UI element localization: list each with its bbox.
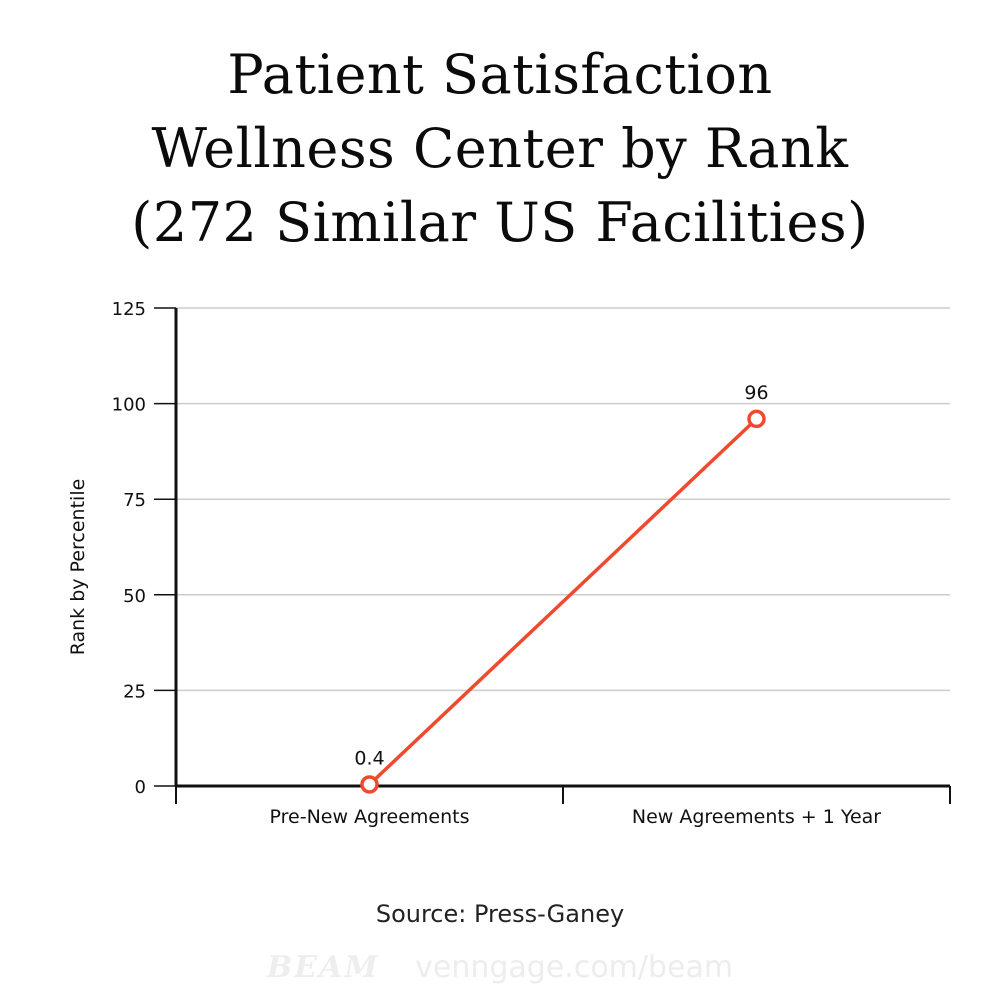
- x-tick-label: New Agreements + 1 Year: [632, 806, 881, 828]
- title-line-2: Wellness Center by Rank: [151, 117, 849, 180]
- brand-logo: BEAM: [266, 950, 380, 985]
- data-point: [747, 409, 766, 429]
- y-tick-label: 50: [123, 586, 146, 607]
- x-axis-ticks: Pre-New Agreements New Agreements + 1 Yea…: [175, 786, 951, 828]
- title-line-3: (272 Similar US Facilities): [131, 191, 869, 254]
- title-line-1: Patient Satisfaction: [227, 43, 773, 106]
- data-points: [360, 409, 766, 794]
- data-label: 96: [744, 382, 768, 404]
- data-point: [360, 775, 379, 794]
- series-line: [368, 417, 758, 786]
- watermark: BEAM venngage.com/beam: [0, 950, 1000, 985]
- y-axis-label: Rank by Percentile: [67, 479, 89, 656]
- data-label: 0.4: [354, 747, 384, 769]
- gridlines: [176, 307, 950, 692]
- y-axis-ticks: 0 25 50 75 100 125: [112, 299, 176, 798]
- data-labels: 0.4 96: [354, 382, 768, 770]
- y-tick-label: 75: [123, 490, 146, 511]
- y-tick-label: 25: [123, 681, 146, 702]
- site-url: venngage.com/beam: [415, 950, 734, 985]
- y-tick-label: 0: [135, 777, 146, 798]
- y-tick-label: 100: [112, 395, 146, 416]
- x-tick-label: Pre-New Agreements: [270, 806, 470, 828]
- series-line-path: [368, 417, 758, 786]
- y-tick-label: 125: [112, 299, 146, 320]
- line-chart: 0 25 50 75 100 125 Pre-New Agreements New Agre…: [67, 299, 951, 828]
- axes: [174, 308, 950, 788]
- source-note: Source: Press-Ganey: [375, 900, 625, 928]
- chart-title: Patient Satisfaction Wellness Center by …: [0, 38, 1000, 260]
